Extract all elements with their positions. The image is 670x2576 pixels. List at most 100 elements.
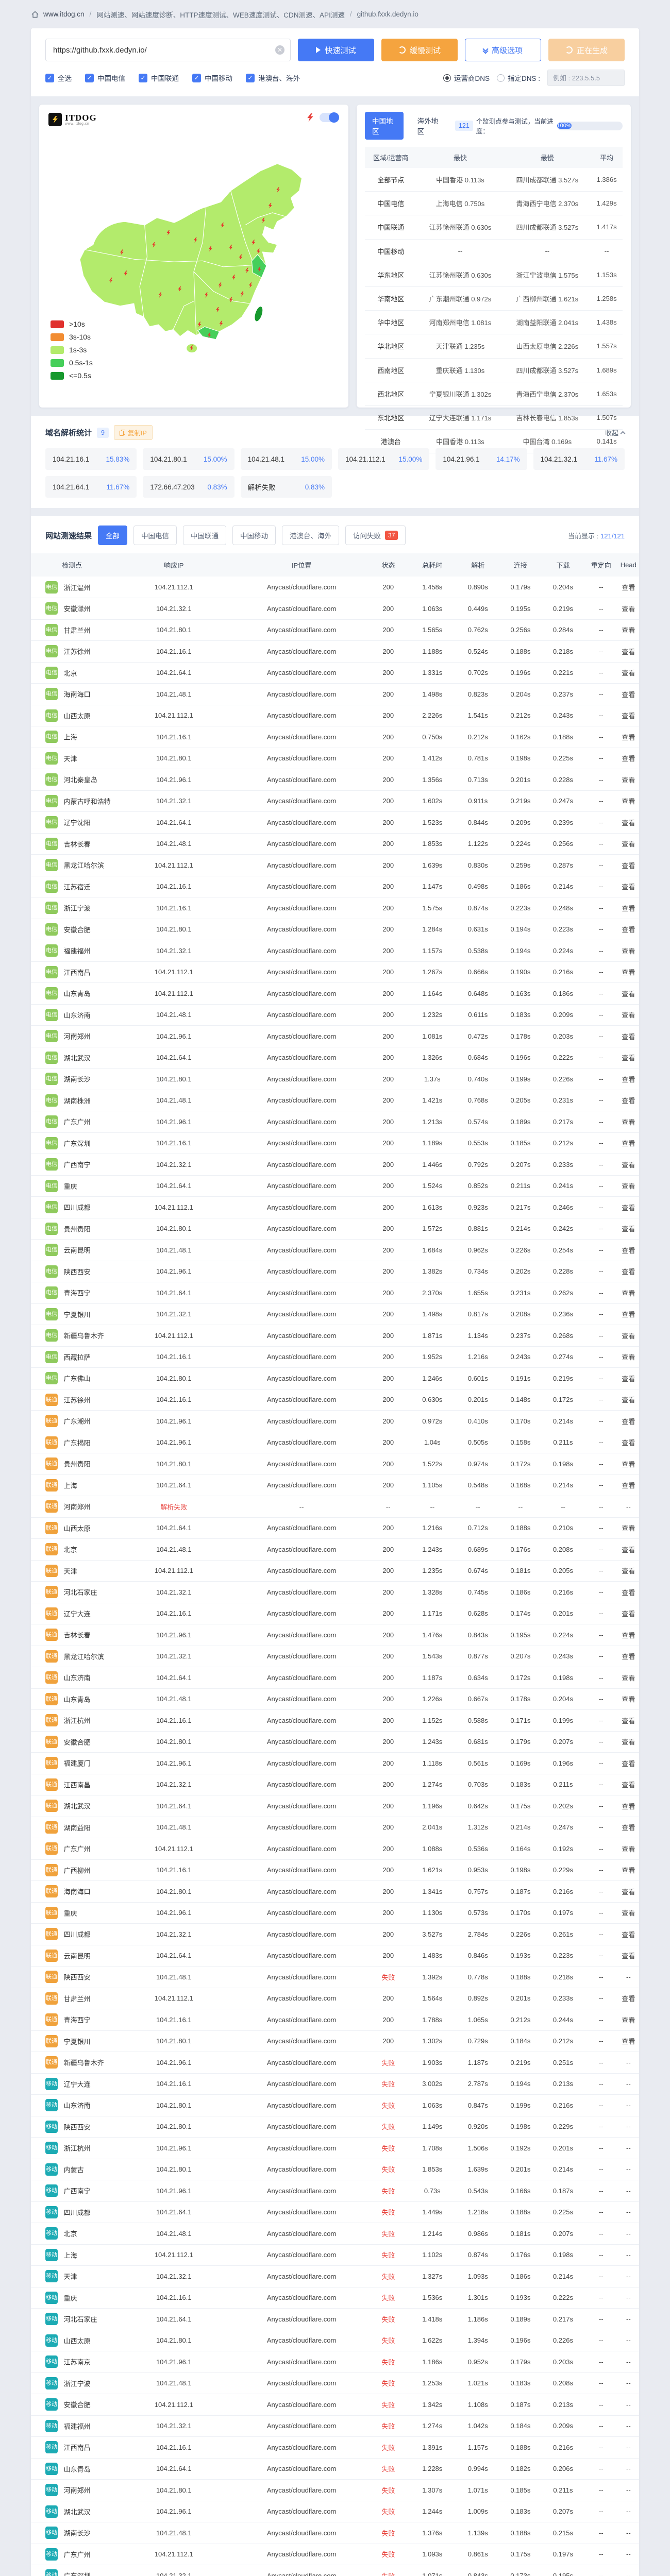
view-head-link[interactable]: 查看 bbox=[617, 705, 639, 726]
view-head-link[interactable]: 查看 bbox=[617, 662, 639, 684]
view-head-link[interactable]: 查看 bbox=[617, 1261, 639, 1282]
ip-stat-chip[interactable]: 104.21.32.1 11.67% bbox=[533, 448, 625, 470]
ip-stat-chip[interactable]: 104.21.64.1 11.67% bbox=[45, 476, 137, 498]
carrier-dns-radio[interactable]: 运营商DNS bbox=[443, 73, 490, 83]
view-head-link[interactable]: 查看 bbox=[617, 1175, 639, 1197]
ip-stat-chip[interactable]: 104.21.96.1 14.17% bbox=[435, 448, 527, 470]
view-head-link[interactable]: -- bbox=[617, 2415, 639, 2437]
view-head-link[interactable]: 查看 bbox=[617, 811, 639, 834]
view-head-link[interactable]: -- bbox=[617, 2265, 639, 2287]
carrier-checkbox[interactable]: ✓ 中国移动 bbox=[192, 73, 232, 83]
view-head-link[interactable]: 查看 bbox=[617, 1667, 639, 1689]
view-head-link[interactable]: 查看 bbox=[617, 1025, 639, 1047]
view-head-link[interactable]: 查看 bbox=[617, 833, 639, 855]
carrier-checkbox[interactable]: ✓ 港澳台、海外 bbox=[246, 73, 300, 83]
view-head-link[interactable]: 查看 bbox=[617, 1560, 639, 1582]
view-head-link[interactable]: 查看 bbox=[617, 1945, 639, 1967]
view-head-link[interactable]: -- bbox=[617, 2479, 639, 2501]
view-head-link[interactable]: -- bbox=[617, 2372, 639, 2394]
view-head-link[interactable]: 查看 bbox=[617, 1838, 639, 1860]
ip-stat-chip[interactable]: 172.66.47.203 0.83% bbox=[143, 476, 234, 498]
view-head-link[interactable]: 查看 bbox=[617, 1218, 639, 1240]
view-head-link[interactable]: -- bbox=[617, 2330, 639, 2351]
view-head-link[interactable]: -- bbox=[617, 2159, 639, 2180]
view-head-link[interactable]: 查看 bbox=[617, 577, 639, 598]
view-head-link[interactable]: 查看 bbox=[617, 982, 639, 1005]
view-head-link[interactable]: 查看 bbox=[617, 1817, 639, 1838]
custom-dns-radio[interactable]: 指定DNS : bbox=[496, 73, 540, 83]
view-head-link[interactable]: 查看 bbox=[617, 769, 639, 791]
view-head-link[interactable]: 查看 bbox=[617, 1581, 639, 1603]
view-head-link[interactable]: 查看 bbox=[617, 1389, 639, 1411]
view-head-link[interactable]: 查看 bbox=[617, 1709, 639, 1732]
ip-stat-chip[interactable]: 104.21.16.1 15.83% bbox=[45, 448, 137, 470]
map-marker-toggle[interactable] bbox=[320, 112, 339, 123]
filter-pill[interactable]: 中国电信 bbox=[133, 526, 177, 545]
view-head-link[interactable]: -- bbox=[617, 2116, 639, 2138]
view-head-link[interactable]: -- bbox=[617, 2073, 639, 2095]
view-head-link[interactable]: 查看 bbox=[617, 1282, 639, 1304]
carrier-checkbox[interactable]: ✓ 中国电信 bbox=[85, 73, 125, 83]
filter-pill[interactable]: 全部 bbox=[98, 526, 128, 545]
view-head-link[interactable]: -- bbox=[617, 2287, 639, 2309]
view-head-link[interactable]: 查看 bbox=[617, 598, 639, 620]
view-head-link[interactable]: 查看 bbox=[617, 1774, 639, 1795]
slow-test-button[interactable]: 缓慢测试 bbox=[381, 39, 458, 61]
view-head-link[interactable]: 查看 bbox=[617, 1538, 639, 1561]
view-head-link[interactable]: -- bbox=[617, 2052, 639, 2074]
view-head-link[interactable]: 查看 bbox=[617, 1090, 639, 1111]
view-head-link[interactable]: 查看 bbox=[617, 1004, 639, 1026]
view-head-link[interactable]: 查看 bbox=[617, 2009, 639, 2031]
tab-overseas-region[interactable]: 海外地区 bbox=[417, 117, 438, 135]
copy-ip-button[interactable]: 复制IP bbox=[113, 425, 153, 440]
view-head-link[interactable]: 查看 bbox=[617, 897, 639, 919]
view-head-link[interactable]: 查看 bbox=[617, 1047, 639, 1069]
view-head-link[interactable]: 查看 bbox=[617, 1346, 639, 1368]
breadcrumb-home[interactable]: www.itdog.cn bbox=[43, 10, 85, 18]
view-head-link[interactable]: 查看 bbox=[617, 1795, 639, 1817]
view-head-link[interactable]: 查看 bbox=[617, 1517, 639, 1539]
view-head-link[interactable]: 查看 bbox=[617, 1132, 639, 1154]
view-head-link[interactable]: -- bbox=[617, 2137, 639, 2159]
china-map[interactable] bbox=[46, 130, 341, 398]
view-head-link[interactable]: 查看 bbox=[617, 1432, 639, 1453]
view-head-link[interactable]: 查看 bbox=[617, 640, 639, 663]
view-head-link[interactable]: 查看 bbox=[617, 790, 639, 812]
carrier-checkbox[interactable]: ✓ 中国联通 bbox=[139, 73, 179, 83]
view-head-link[interactable]: -- bbox=[617, 1966, 639, 1988]
view-head-link[interactable]: -- bbox=[617, 2436, 639, 2459]
ip-stat-chip[interactable]: 解析失败 0.83% bbox=[240, 476, 332, 498]
breadcrumb-section[interactable]: 网站测速、网站速度诊断、HTTP速度测试、WEB速度测试、CDN测速、API测速 bbox=[96, 11, 345, 19]
view-head-link[interactable]: 查看 bbox=[617, 1410, 639, 1432]
view-head-link[interactable]: -- bbox=[617, 2351, 639, 2373]
view-head-link[interactable]: 查看 bbox=[617, 1624, 639, 1646]
view-head-link[interactable]: -- bbox=[617, 2094, 639, 2116]
view-head-link[interactable]: -- bbox=[617, 2223, 639, 2245]
view-head-link[interactable]: -- bbox=[617, 2501, 639, 2522]
view-head-link[interactable]: 查看 bbox=[617, 748, 639, 769]
view-head-link[interactable]: 查看 bbox=[617, 1068, 639, 1090]
view-head-link[interactable]: 查看 bbox=[617, 1111, 639, 1133]
advanced-options-button[interactable]: 高级选项 bbox=[465, 39, 541, 61]
view-head-link[interactable]: -- bbox=[617, 2180, 639, 2202]
ip-stat-chip[interactable]: 104.21.112.1 15.00% bbox=[338, 448, 430, 470]
filter-pill[interactable]: 中国联通 bbox=[183, 526, 227, 545]
url-input[interactable] bbox=[45, 39, 291, 61]
ip-stat-chip[interactable]: 104.21.48.1 15.00% bbox=[240, 448, 332, 470]
view-head-link[interactable]: 查看 bbox=[617, 1688, 639, 1710]
view-head-link[interactable]: 查看 bbox=[617, 1303, 639, 1325]
view-head-link[interactable]: 查看 bbox=[617, 726, 639, 748]
view-head-link[interactable]: 查看 bbox=[617, 1603, 639, 1624]
collapse-button[interactable]: 收起 bbox=[605, 428, 626, 437]
filter-pill[interactable]: 港澳台、海外 bbox=[282, 526, 340, 545]
view-head-link[interactable]: 查看 bbox=[617, 1731, 639, 1753]
view-head-link[interactable]: -- bbox=[617, 2308, 639, 2330]
view-head-link[interactable]: 查看 bbox=[617, 619, 639, 641]
view-head-link[interactable]: -- bbox=[617, 2458, 639, 2480]
filter-pill[interactable]: 中国移动 bbox=[232, 526, 276, 545]
home-icon[interactable] bbox=[31, 10, 39, 19]
view-head-link[interactable]: 查看 bbox=[617, 1988, 639, 2009]
quick-test-button[interactable]: 快速测试 bbox=[298, 39, 374, 61]
view-head-link[interactable]: 查看 bbox=[617, 854, 639, 876]
view-head-link[interactable]: 查看 bbox=[617, 1196, 639, 1218]
